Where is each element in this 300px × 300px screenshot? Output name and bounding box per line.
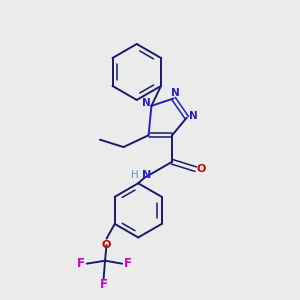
Text: N: N: [189, 111, 198, 121]
Text: N: N: [171, 88, 179, 98]
Text: H: H: [131, 170, 139, 180]
Text: F: F: [77, 257, 85, 270]
Text: F: F: [124, 257, 132, 270]
Text: F: F: [100, 278, 108, 291]
Text: O: O: [196, 164, 206, 174]
Text: N: N: [142, 98, 151, 109]
Text: O: O: [102, 239, 111, 250]
Text: N: N: [142, 170, 151, 180]
